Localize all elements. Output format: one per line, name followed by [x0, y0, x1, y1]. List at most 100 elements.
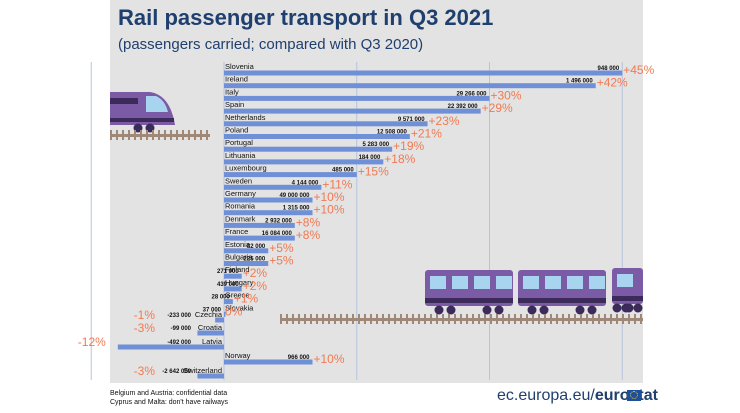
rail-sleeper	[328, 314, 330, 324]
absolute-change-label: 29 266 000	[456, 91, 487, 97]
absolute-change-label: 2 932 000	[265, 218, 292, 224]
change-label: +11%	[322, 177, 352, 191]
change-label: -3%	[134, 364, 156, 378]
rail-sleeper	[158, 130, 160, 140]
train-locomotive-window	[146, 96, 168, 112]
absolute-change-label: 225 000	[244, 257, 266, 263]
rail-sleeper	[514, 314, 516, 324]
train-window	[474, 276, 490, 289]
category-label: Czechia	[195, 310, 223, 319]
train-wagon-stripe	[612, 296, 643, 301]
absolute-change-label: 12 508 000	[377, 130, 408, 136]
category-label: Romania	[225, 202, 256, 211]
rail-sleeper	[490, 314, 492, 324]
bar	[197, 330, 224, 336]
bar	[224, 286, 242, 292]
absolute-change-label: 271 000	[217, 269, 239, 275]
absolute-change-label: 9 571 000	[398, 117, 425, 123]
source-link[interactable]: ec.europa.eu/eurostat	[497, 387, 658, 405]
category-label: Poland	[225, 126, 248, 135]
rail-sleeper	[622, 314, 624, 324]
bar	[224, 70, 623, 76]
change-label: -12%	[78, 335, 106, 349]
absolute-change-label: 37 000	[203, 307, 222, 313]
absolute-change-label: -2 642 000	[162, 369, 191, 375]
train-wheel	[633, 303, 643, 313]
category-label: Netherlands	[225, 113, 266, 122]
rail-sleeper	[146, 130, 148, 140]
category-label: Lithuania	[225, 151, 256, 160]
rail-sleeper	[640, 314, 642, 324]
category-label: Sweden	[225, 176, 252, 185]
change-label: +5%	[269, 241, 294, 255]
absolute-change-label: 1 496 000	[566, 79, 593, 85]
rail-sleeper	[454, 314, 456, 324]
rail-sleeper	[616, 314, 618, 324]
bar	[224, 222, 295, 228]
train-wheel	[494, 305, 504, 315]
absolute-change-label: 82 000	[247, 244, 266, 250]
rail-sleeper	[110, 130, 112, 140]
bar	[117, 344, 224, 350]
bar	[224, 299, 233, 305]
train-wheel	[539, 305, 549, 315]
rail-sleeper	[550, 314, 552, 324]
rail-sleeper	[442, 314, 444, 324]
rail-sleeper	[460, 314, 462, 324]
rail-sleeper	[182, 130, 184, 140]
rail-sleeper	[502, 314, 504, 324]
rail-sleeper	[152, 130, 154, 140]
change-label: +23%	[429, 114, 460, 128]
change-label: -1%	[134, 308, 156, 322]
category-label: Ireland	[225, 75, 248, 84]
train-window	[617, 274, 633, 287]
train-wheel	[434, 305, 444, 315]
train-illustrations	[110, 92, 643, 324]
chart-title: Rail passenger transport in Q3 2021	[118, 5, 494, 30]
rail-sleeper	[292, 314, 294, 324]
rail-sleeper	[592, 314, 594, 324]
rail-sleeper	[538, 314, 540, 324]
bar	[224, 248, 269, 254]
train-window	[496, 276, 512, 289]
footnote-no-railways: Cyprus and Malta: don't have railways	[110, 399, 229, 406]
rail-sleeper	[116, 130, 118, 140]
rail-sleeper	[520, 314, 522, 324]
absolute-change-label: 16 084 000	[262, 231, 293, 237]
rail-sleeper	[382, 314, 384, 324]
category-label: Estonia	[225, 240, 251, 249]
absolute-change-label: 184 000	[359, 155, 381, 161]
rail-sleeper	[400, 314, 402, 324]
rail-sleeper	[316, 314, 318, 324]
rail-sleeper	[206, 130, 208, 140]
rail-sleeper	[496, 314, 498, 324]
category-label: Finland	[225, 265, 250, 274]
category-label: France	[225, 227, 248, 236]
grid-lines	[90, 62, 623, 380]
rail-sleeper	[194, 130, 196, 140]
change-label: +29%	[482, 101, 513, 115]
category-label: Luxembourg	[225, 164, 267, 173]
rail-sleeper	[280, 314, 282, 324]
change-label: +10%	[314, 190, 345, 204]
train-window	[567, 276, 583, 289]
train-window	[523, 276, 539, 289]
train-window	[589, 276, 605, 289]
train-wagon-body	[425, 270, 513, 306]
rail-sleeper	[598, 314, 600, 324]
rail-sleeper	[128, 130, 130, 140]
train-wheel	[624, 303, 634, 313]
absolute-change-label: 4 144 000	[292, 180, 319, 186]
rail-sleeper	[122, 130, 124, 140]
bar	[224, 172, 357, 178]
absolute-change-label: 5 283 000	[362, 142, 389, 148]
category-label: Norway	[225, 351, 251, 360]
bar	[224, 159, 384, 165]
rail-sleeper	[358, 314, 360, 324]
train-wagon-body	[518, 270, 606, 306]
category-label: Denmark	[225, 214, 256, 223]
train-wheel	[587, 305, 597, 315]
change-label: +2%	[243, 279, 268, 293]
rail-sleeper	[412, 314, 414, 324]
rail-sleeper	[610, 314, 612, 324]
